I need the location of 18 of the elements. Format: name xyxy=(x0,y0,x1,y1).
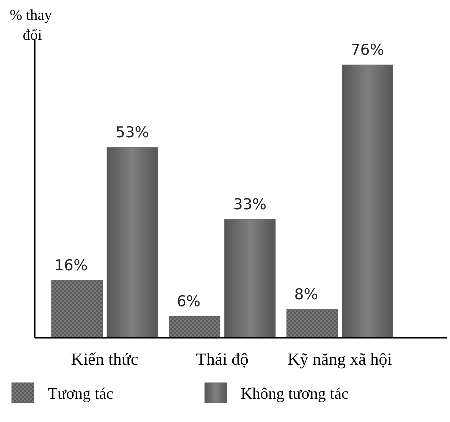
bar xyxy=(342,64,394,338)
data-label: 8% xyxy=(294,285,318,304)
data-label: 6% xyxy=(176,292,201,310)
y-axis-title: % thay đổi xyxy=(10,8,53,44)
data-label: 76% xyxy=(351,41,384,60)
x-tick-label: Thái độ xyxy=(196,350,249,369)
legend-label: Không tương tác xyxy=(241,386,349,403)
x-tick-label: Kỹ năng xã hội xyxy=(288,350,392,369)
bar xyxy=(286,309,338,338)
bar xyxy=(106,147,158,338)
data-label: 33% xyxy=(233,196,267,214)
bar xyxy=(224,219,276,338)
x-tick-label: Kiến thức xyxy=(71,350,140,369)
data-label: 53% xyxy=(116,124,150,142)
legend-label: Tương tác xyxy=(48,386,114,403)
data-label: 16% xyxy=(54,256,88,275)
bar xyxy=(52,280,103,338)
bar xyxy=(169,316,221,338)
